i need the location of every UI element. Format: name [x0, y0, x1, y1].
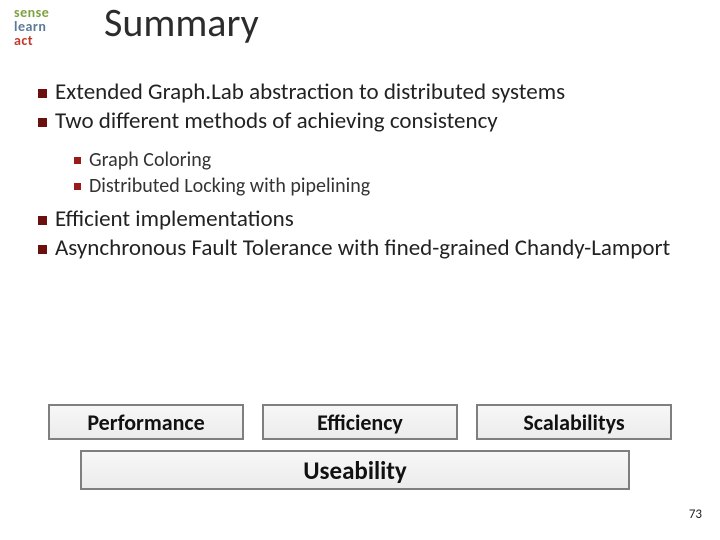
bullet-icon — [38, 78, 47, 106]
slide: sense learn act Summary Extended Graph.L… — [0, 0, 720, 540]
sub-bullet-item: Graph Coloring — [74, 147, 690, 173]
property-box: Efficiency — [262, 404, 458, 440]
logo: sense learn act — [14, 6, 49, 48]
property-box: Scalabilitys — [476, 404, 672, 440]
bullet-text: Extended Graph.Lab abstraction to distri… — [55, 78, 565, 107]
property-box: Performance — [48, 404, 244, 440]
bullet-icon — [38, 205, 47, 233]
bullet-icon — [74, 147, 81, 171]
property-box-wide: Useability — [80, 450, 630, 490]
bullet-text: Efficient implementations — [55, 205, 294, 234]
bullet-item: Asynchronous Fault Tolerance with fined-… — [38, 234, 690, 263]
bullet-icon — [74, 173, 81, 197]
sub-bullet-list: Graph Coloring Distributed Locking with … — [74, 147, 690, 199]
sub-bullet-text: Distributed Locking with pipelining — [89, 173, 370, 199]
bullet-icon — [38, 234, 47, 262]
bullet-item: Two different methods of achieving consi… — [38, 107, 690, 136]
page-number: 73 — [689, 507, 702, 522]
logo-line-3: act — [14, 34, 49, 48]
sub-bullet-item: Distributed Locking with pipelining — [74, 173, 690, 199]
bullet-item: Efficient implementations — [38, 205, 690, 234]
sub-bullet-text: Graph Coloring — [89, 147, 211, 173]
property-boxes-row: Performance Efficiency Scalabilitys — [48, 404, 672, 440]
bullet-icon — [38, 107, 47, 135]
bullet-list: Extended Graph.Lab abstraction to distri… — [38, 78, 690, 264]
slide-title: Summary — [104, 0, 259, 47]
bullet-item: Extended Graph.Lab abstraction to distri… — [38, 78, 690, 107]
bullet-text: Two different methods of achieving consi… — [55, 107, 498, 136]
bullet-text: Asynchronous Fault Tolerance with fined-… — [55, 234, 670, 263]
property-box-bottom-wrap: Useability — [80, 450, 630, 490]
